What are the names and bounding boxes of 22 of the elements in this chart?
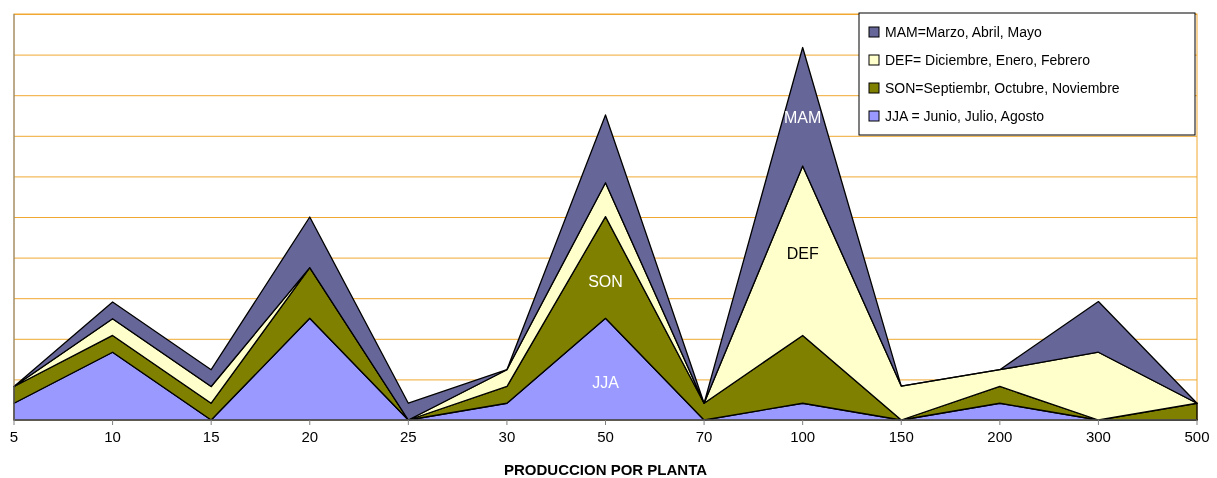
legend-label: MAM=Marzo, Abril, Mayo [885,24,1042,40]
x-axis-title: PRODUCCION POR PLANTA [503,461,708,478]
x-tick-label: 50 [597,428,614,445]
annotation: MAM [784,109,822,127]
x-tick-label: 100 [790,428,816,445]
x-tick-label: 10 [104,428,121,445]
x-tick-label: 25 [399,428,417,445]
annotation: JJA [592,374,620,392]
x-tick-label: 500 [1184,428,1210,445]
x-tick-label: 30 [498,428,516,445]
x-tick-label: 20 [301,428,319,445]
x-tick-label: 300 [1085,428,1111,445]
x-tick-label: 150 [888,428,914,445]
x-tick-label: 5 [9,428,19,445]
legend-label: JJA = Junio, Julio, Agosto [885,108,1045,124]
x-tick-label: 200 [987,428,1013,445]
annotation: SON [588,272,623,290]
x-tick-label: 70 [695,428,713,445]
annotation: DEF [786,244,819,262]
legend-label: SON=Septiembr, Octubre, Noviembre [885,80,1120,96]
legend-label: DEF= Diciembre, Enero, Febrero [885,52,1091,68]
x-tick-label: 15 [202,428,220,445]
